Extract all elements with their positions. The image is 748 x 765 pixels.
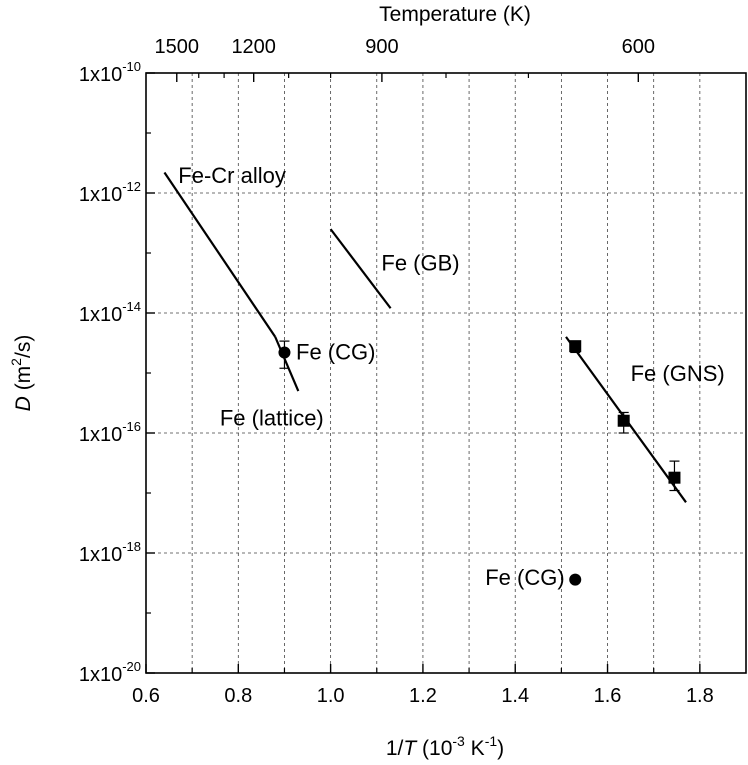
y-tick-label: 1x10-10 [79,59,141,86]
x-tick-label: 1.6 [594,685,622,707]
point-circle [569,573,582,586]
annotation-label: Fe-Cr alloy [178,163,286,188]
annotation-label: Fe (lattice) [220,406,324,431]
x-tick-label: 1.2 [409,685,437,707]
point-circle [278,346,291,359]
line-fe-lattice [274,336,300,392]
x-axis-title: 1/T (10-3 K-1) [386,733,504,760]
x-tick-label: 0.8 [224,685,252,707]
point-square [668,471,681,484]
x-tick-label: 1.8 [686,685,714,707]
x-tick-label: 1.0 [317,685,345,707]
tick-labels: 0.6 0.8 1.0 1.2 1.4 1.6 1.8 1x10-10 1x10-12 1x10-… [79,36,714,707]
annotations: Fe-Cr alloy Fe (GB) Fe (CG) Fe (lattice) Fe … [178,163,724,590]
grid-lines [146,73,746,673]
y-axis-title: D (m2/s) [8,335,35,412]
y-tick-label: 1x10-16 [79,419,141,446]
axis-ticks [145,72,701,674]
x-tick-label: 1.4 [501,685,529,707]
y-tick-label: 1x10-14 [79,299,141,326]
annotation-label: Fe (CG) [296,339,375,364]
data-points [278,340,681,586]
line-fe-gb [329,228,392,309]
annotation-label: Fe (CG) [485,565,564,590]
point-square [617,414,630,427]
top-tick-label: 600 [622,36,655,58]
y-tick-label: 1x10-18 [79,539,141,566]
fit-lines [163,171,687,503]
top-tick-label: 1500 [155,36,200,58]
top-tick-label: 900 [365,36,398,58]
annotation-label: Fe (GB) [381,250,459,275]
top-axis-title: Temperature (K) [379,3,531,26]
line-fe-cr-alloy [163,171,277,338]
x-tick-label: 0.6 [132,685,160,707]
annotation-label: Fe (GNS) [631,361,725,386]
y-tick-label: 1x10-12 [79,179,141,206]
y-tick-label: 1x10-20 [79,659,141,686]
point-square [569,340,582,353]
top-tick-label: 1200 [231,36,276,58]
